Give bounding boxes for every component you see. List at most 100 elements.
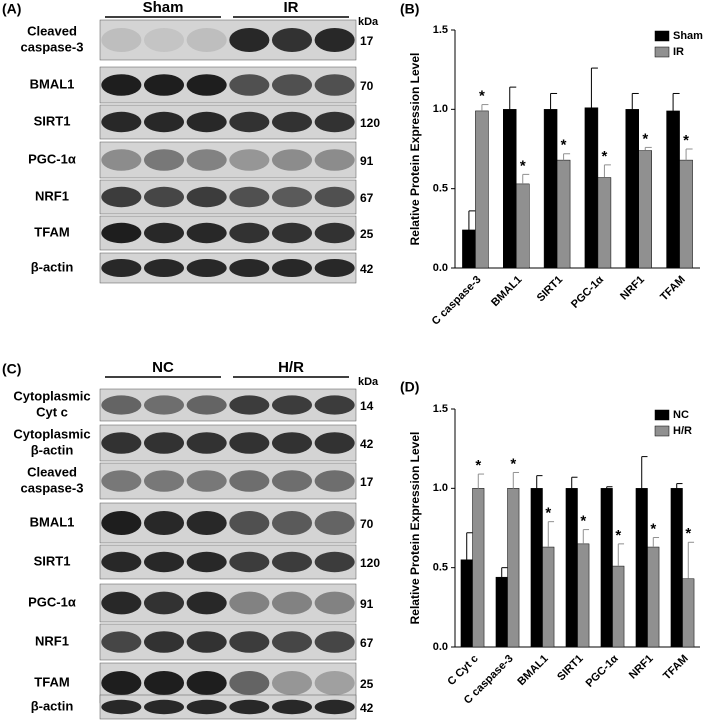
blot-band: [271, 671, 313, 695]
blot-band: [101, 111, 142, 133]
blot-band: [229, 395, 270, 415]
blot-band: [271, 222, 313, 244]
significance-mark: *: [580, 513, 586, 530]
panel-label: (A): [2, 1, 21, 17]
blot-band: [101, 395, 142, 415]
significance-mark: *: [601, 148, 607, 165]
kda-label: 91: [360, 154, 374, 168]
blot-band: [143, 432, 185, 454]
row-label: BMAL1: [30, 76, 75, 91]
blot-band: [271, 591, 313, 615]
group-label: IR: [284, 0, 299, 16]
y-tick-label: 0.0: [433, 262, 448, 274]
x-tick-label: BMAL1: [515, 653, 550, 688]
bar: [679, 159, 693, 269]
bar: [530, 488, 543, 648]
x-tick-label: SIRT1: [555, 653, 586, 684]
x-tick-label: NRF1: [627, 653, 656, 682]
blot-band: [229, 699, 270, 715]
y-tick-label: 1.5: [433, 403, 448, 415]
panel-label: (B): [400, 1, 419, 17]
row-label: caspase-3: [21, 39, 84, 54]
kda-label: 17: [360, 475, 374, 489]
blot-band: [143, 222, 185, 244]
blot-band: [186, 671, 227, 695]
blot-band: [271, 186, 313, 208]
blot-band: [229, 149, 270, 171]
bar: [507, 488, 520, 648]
blot-band: [271, 74, 313, 96]
panel-label: (D): [400, 379, 419, 395]
significance-mark: *: [561, 137, 567, 154]
kda-label: 67: [360, 191, 374, 205]
blot-band: [229, 511, 270, 535]
blot-strip: [99, 694, 357, 720]
row-label: NRF1: [35, 188, 69, 203]
x-tick-label: TFAM: [658, 274, 688, 304]
blot-band: [314, 149, 355, 171]
blot-band: [229, 222, 270, 244]
blot-band: [143, 591, 185, 615]
bar: [462, 229, 476, 269]
bar: [666, 110, 680, 269]
bar: [475, 110, 489, 269]
blot-band: [186, 432, 227, 454]
y-tick-label: 0.0: [433, 641, 448, 653]
blot-band: [271, 111, 313, 133]
blot-band: [101, 28, 142, 52]
blot-band: [143, 551, 185, 573]
legend-label: NC: [673, 409, 689, 421]
row-label: Cytoplasmic: [13, 426, 90, 441]
blot-band: [229, 631, 270, 653]
legend-swatch: [654, 409, 670, 421]
blot-band: [229, 259, 270, 277]
blot-band: [229, 186, 270, 208]
blot-band: [314, 699, 355, 715]
significance-mark: *: [650, 520, 656, 537]
bar: [597, 177, 612, 269]
row-label: β-actin: [31, 698, 74, 713]
blot-band: [314, 470, 355, 492]
row-label: β-actin: [31, 442, 74, 457]
bar: [682, 578, 695, 648]
bar: [584, 107, 599, 269]
blot-band: [186, 511, 227, 535]
bar: [577, 543, 590, 648]
blot-band: [101, 631, 142, 653]
kda-label: 14: [360, 399, 374, 413]
blot-strip: [99, 215, 357, 251]
blot-band: [186, 631, 227, 653]
blot-band: [186, 186, 227, 208]
kda-label: 70: [360, 517, 374, 531]
blot-band: [101, 149, 142, 171]
blot-strip: [99, 252, 357, 284]
blot-strip: [99, 141, 357, 179]
bar: [625, 109, 639, 269]
blot-strip: [99, 104, 357, 140]
y-tick-label: 0.5: [433, 183, 448, 195]
blot-band: [314, 591, 355, 615]
row-label: NRF1: [35, 633, 69, 648]
blot-strip: [99, 462, 357, 500]
bar: [635, 488, 648, 648]
bar: [565, 488, 578, 648]
y-tick-label: 1.0: [433, 103, 448, 115]
blot-band: [271, 259, 313, 277]
blot-band: [314, 186, 355, 208]
blot-strip: [99, 583, 357, 623]
blot-band: [314, 631, 355, 653]
row-label: Cyt c: [36, 404, 68, 419]
significance-mark: *: [545, 505, 551, 522]
blot-band: [314, 28, 355, 52]
blot-band: [314, 111, 355, 133]
bar: [516, 183, 530, 269]
y-tick-label: 1.5: [433, 24, 448, 36]
x-tick-label: NRF1: [618, 274, 647, 303]
x-tick-label: BMAL1: [489, 274, 524, 309]
y-tick-label: 0.5: [433, 562, 448, 574]
kda-label: 120: [360, 116, 380, 130]
blot-band: [101, 591, 142, 615]
kda-label: 91: [360, 597, 374, 611]
blot-band: [143, 699, 185, 715]
blot-band: [186, 591, 227, 615]
